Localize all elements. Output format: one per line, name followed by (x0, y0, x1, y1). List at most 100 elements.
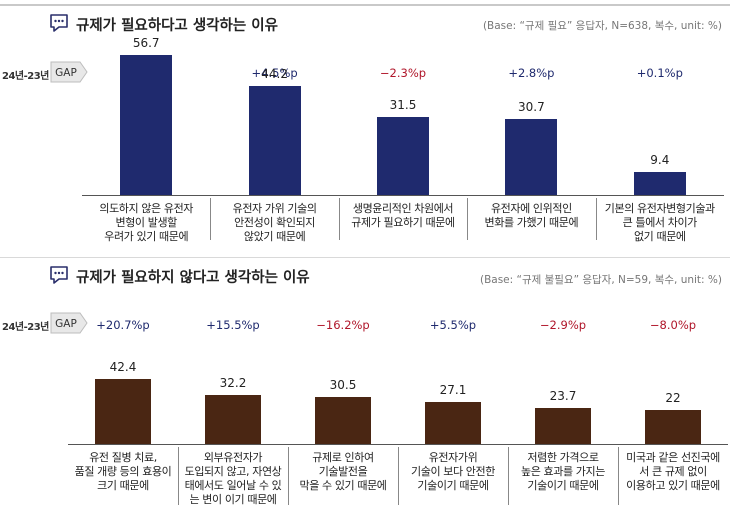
chart2-category-label: 유전자가위 기술이 보다 안전한 기술이기 때문에 (400, 451, 506, 493)
chart1-category-label: 유전자 가위 기술의 안전성이 확인되지 않았기 때문에 (212, 202, 336, 244)
chart1-bar (633, 171, 686, 195)
chart2-gap-value: +20.7%p (96, 318, 150, 332)
chart2-bar-value-label: 32.2 (219, 375, 247, 390)
chart1-bar-value-label: 56.7 (132, 36, 160, 51)
chart2-category-label: 유전 질병 치료, 품질 개량 등의 효용이 크기 때문에 (70, 451, 176, 493)
chart1-gap-label: GAP (55, 67, 77, 79)
chart2-gap-value: −2.9%p (539, 318, 587, 332)
category-label-line: 규제가 필요하기 때문에 (351, 216, 455, 229)
chart2-bar-value-label: 22 (665, 391, 681, 406)
chart2-base-note: (Base: “규제 불필요” 응답자, N=59, 복수, unit: %) (479, 274, 722, 286)
section-divider (0, 257, 730, 258)
category-label-line: 막을 수 있기 때문에 (299, 479, 387, 492)
chart2-column-separator (178, 447, 179, 505)
category-label-line: 기술이기 때문에 (527, 479, 599, 492)
chart1-category-label: 유전자에 인위적인 변화를 가했기 때문에 (469, 202, 593, 230)
chart2-bar (205, 394, 261, 444)
chart2-category-label: 미국과 같은 선진국에 서 큰 규제 없이 이용하고 있기 때문에 (620, 451, 726, 493)
speech-bubble-icon (50, 14, 68, 32)
chart2-gap-period: 24년-23년 (2, 322, 49, 333)
chart1-base-note: (Base: “규제 필요” 응답자, N=638, 복수, unit: %) (482, 20, 722, 32)
category-label-line: 유전자 가위 기술의 (232, 202, 317, 215)
category-label-line: 기본의 유전자변형기술과 (604, 202, 715, 215)
speech-bubble-icon (50, 266, 68, 284)
chart1-category-label: 생명윤리적인 차원에서 규제가 필요하기 때문에 (341, 202, 465, 230)
chart1-bar-value-label: 9.4 (650, 152, 670, 167)
chart2-bar-value-label: 23.7 (549, 388, 577, 403)
category-label-line: 기술발전을 (318, 465, 368, 478)
chart1-category-label: 기본의 유전자변형기술과 큰 틀에서 차이가 없기 때문에 (598, 202, 722, 244)
chart1-bar (120, 55, 173, 195)
category-label-line: 유전자가위 (428, 451, 478, 464)
chart1-gap-value: +4.5%p (251, 66, 298, 80)
chart1-bar (248, 85, 301, 195)
category-label-line: 크기 때문에 (97, 479, 149, 492)
category-label-line: 생명윤리적인 차원에서 (352, 202, 454, 215)
chart2-gap-value: −16.2%p (316, 318, 370, 332)
category-label-line: 변형이 발생할 (115, 216, 177, 229)
category-label-line: 기술이 보다 안전한 (411, 465, 495, 478)
chart2-bar (95, 378, 151, 444)
category-label-line: 유전자에 인위적인 (490, 202, 572, 215)
category-label-line: 우려가 있기 때문에 (104, 230, 189, 243)
chart2-column-separator (288, 447, 289, 505)
category-label-line: 품질 개량 등의 효용이 (74, 465, 172, 478)
category-label-line: 는 변이 이기 때문에 (189, 493, 277, 506)
chart1-category-label: 의도하지 않은 유전자 변형이 발생할 우려가 있기 때문에 (84, 202, 208, 244)
category-label-line: 도입되지 않고, 자연상 (184, 465, 282, 478)
chart2-gap-value: +15.5%p (206, 318, 260, 332)
chart2-bar (425, 402, 481, 444)
chart1-bar (505, 119, 558, 195)
category-label-line: 안전성이 확인되지 (234, 216, 316, 229)
chart1-baseline (82, 195, 724, 196)
chart2-category-label: 규제로 인하여 기술발전을 막을 수 있기 때문에 (290, 451, 396, 493)
chart2-gap-label: GAP (55, 318, 77, 330)
chart2-bar (315, 397, 371, 444)
chart2-bar-value-label: 27.1 (439, 383, 467, 398)
chart1-column-separator (467, 198, 469, 240)
category-label-line: 큰 틀에서 차이가 (622, 216, 698, 229)
top-rule (0, 4, 730, 6)
chart1-column-separator (338, 198, 340, 240)
category-label-line: 유전 질병 치료, (89, 451, 157, 464)
category-label-line: 규제로 인하여 (312, 451, 374, 464)
category-label-line: 외부유전자가 (203, 451, 263, 464)
chart1-bar (377, 117, 429, 195)
chart1-column-separator (595, 198, 597, 240)
chart2-bar-value-label: 30.5 (329, 378, 357, 393)
chart1-gap-value: +0.1%p (636, 66, 683, 80)
category-label-line: 태에서도 일어날 수 있 (184, 479, 282, 492)
chart2-category-label: 저렴한 가격으로 높은 효과를 가지는 기술이기 때문에 (510, 451, 616, 493)
category-label-line: 없기 때문에 (633, 230, 686, 243)
category-label-line: 미국과 같은 선진국에 (626, 451, 720, 464)
chart2-column-separator (398, 447, 399, 505)
chart2-gap-value: +5.5%p (429, 318, 477, 332)
category-label-line: 않았기 때문에 (243, 230, 306, 243)
chart2-bar (645, 410, 701, 444)
chart1-bar-value-label: 30.7 (518, 100, 545, 115)
chart2-column-separator (618, 447, 619, 505)
category-label-line: 기술이기 때문에 (417, 479, 489, 492)
chart1-bar-value-label: 44.2 (261, 66, 288, 81)
chart2-gap-badge: GAP (50, 312, 88, 334)
chart1-column-separator (210, 198, 212, 240)
chart1-gap-value: +2.8%p (508, 66, 555, 80)
chart2-bar (535, 407, 591, 444)
category-label-line: 높은 효과를 가지는 (521, 465, 605, 478)
category-label-line: 의도하지 않은 유전자 (99, 202, 194, 215)
chart1-gap-value: −2.3%p (379, 66, 427, 80)
chart1-bar-value-label: 31.5 (389, 98, 417, 113)
chart2-title: 규제가 필요하지 않다고 생각하는 이유 (76, 270, 310, 286)
chart2-baseline (68, 444, 728, 445)
chart2-gap-value: −8.0%p (649, 318, 697, 332)
category-label-line: 이용하고 있기 때문에 (626, 479, 720, 492)
chart1-title: 규제가 필요하다고 생각하는 이유 (76, 18, 278, 34)
chart2-column-separator (508, 447, 509, 505)
chart1-gap-badge: GAP (50, 61, 88, 83)
category-label-line: 서 큰 규제 없이 (639, 465, 707, 478)
category-label-line: 변화를 가했기 때문에 (484, 216, 579, 229)
chart1-gap-period: 24년-23년 (2, 71, 49, 82)
chart2-bar-value-label: 42.4 (109, 359, 137, 374)
category-label-line: 저렴한 가격으로 (527, 451, 599, 464)
